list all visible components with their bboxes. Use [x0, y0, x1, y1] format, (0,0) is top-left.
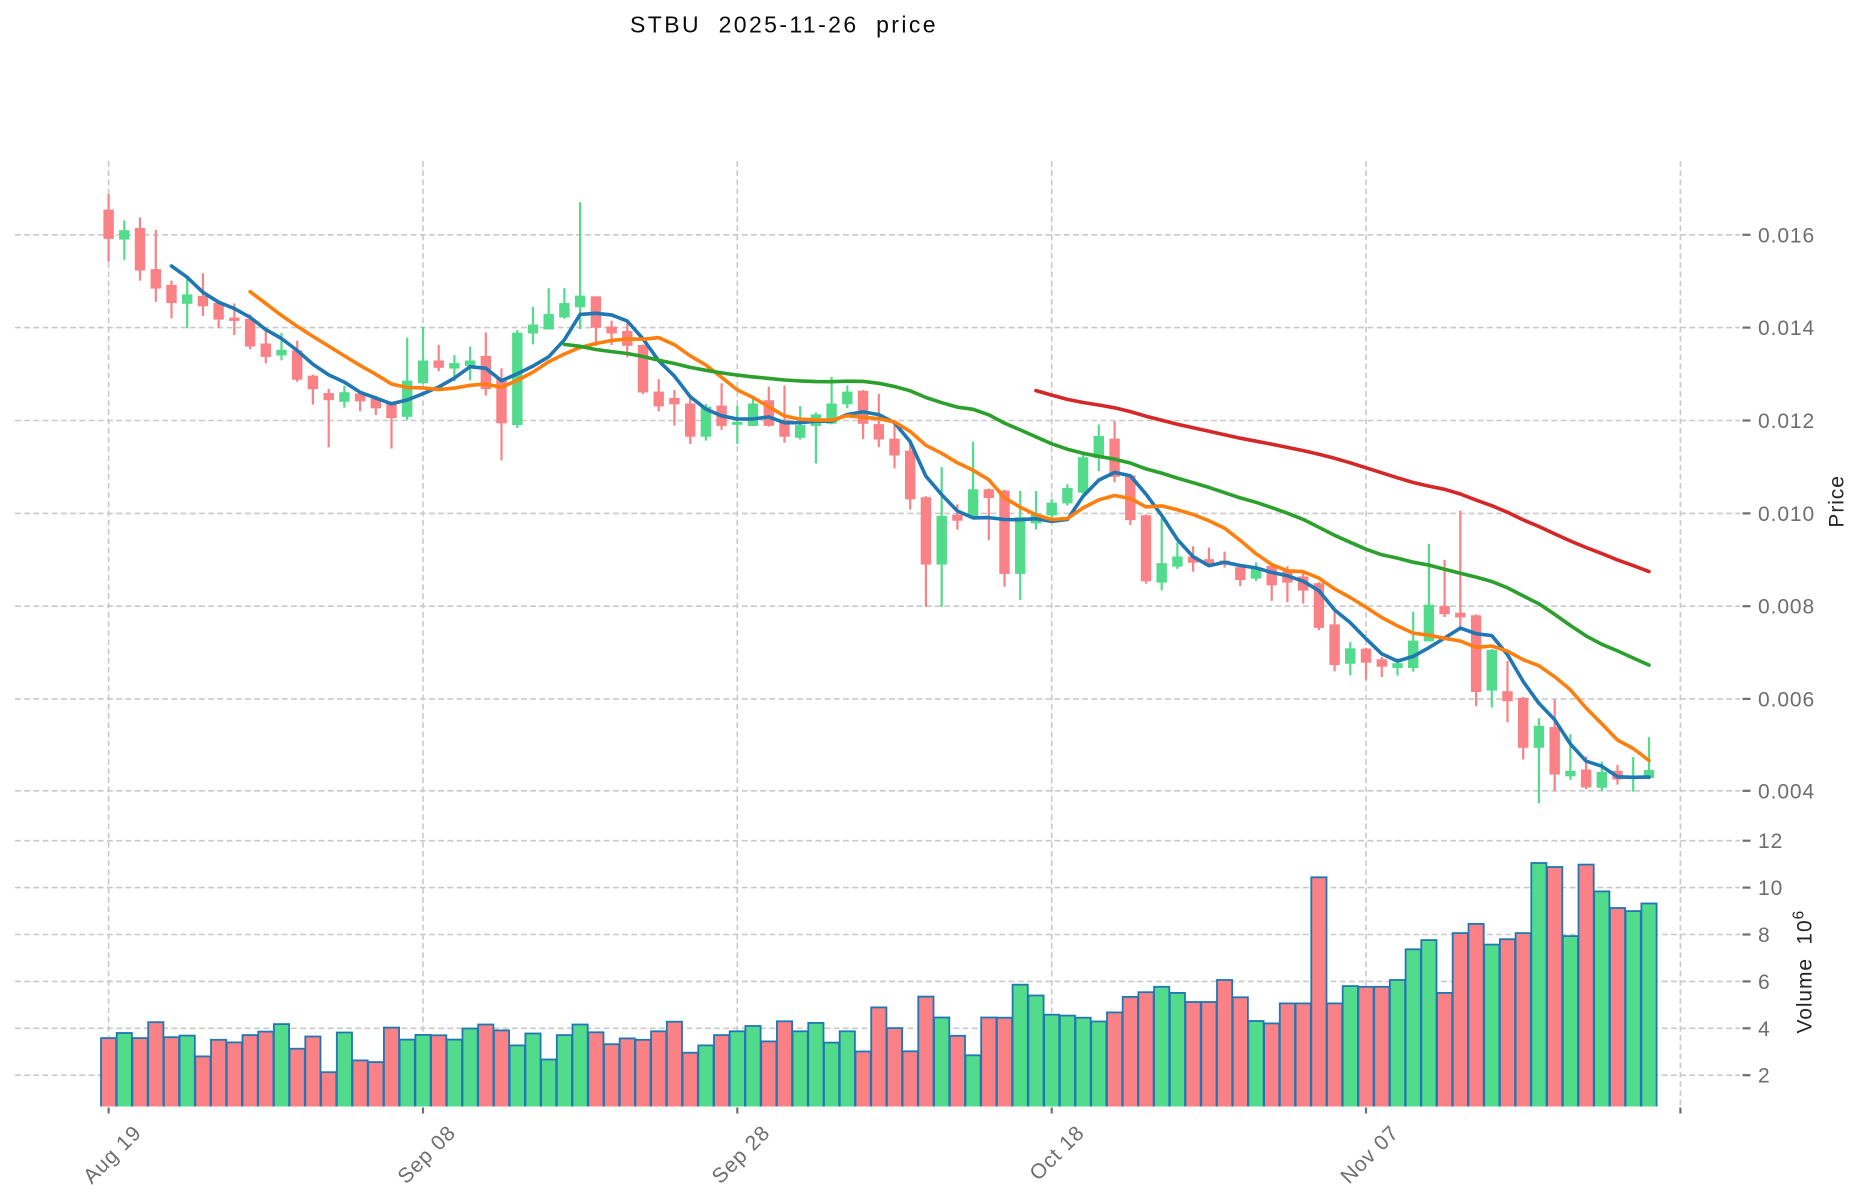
svg-text:0.006: 0.006: [1758, 688, 1815, 711]
svg-text:Price: Price: [1826, 475, 1849, 527]
svg-text:8: 8: [1758, 924, 1771, 947]
svg-text:0.012: 0.012: [1758, 410, 1815, 433]
svg-text:0.014: 0.014: [1758, 317, 1815, 340]
svg-text:STBU 2025-11-26 price: STBU 2025-11-26 price: [630, 12, 938, 38]
svg-text:6: 6: [1758, 971, 1771, 994]
svg-text:12: 12: [1758, 830, 1783, 853]
svg-text:0.008: 0.008: [1758, 596, 1815, 619]
svg-text:0.004: 0.004: [1758, 780, 1815, 803]
svg-text:10: 10: [1758, 877, 1783, 900]
svg-text:0.016: 0.016: [1758, 224, 1815, 247]
svg-text:0.010: 0.010: [1758, 503, 1815, 526]
svg-text:2: 2: [1758, 1065, 1771, 1088]
svg-text:Volume 106: Volume 106: [1791, 910, 1817, 1034]
svg-text:4: 4: [1758, 1018, 1771, 1041]
